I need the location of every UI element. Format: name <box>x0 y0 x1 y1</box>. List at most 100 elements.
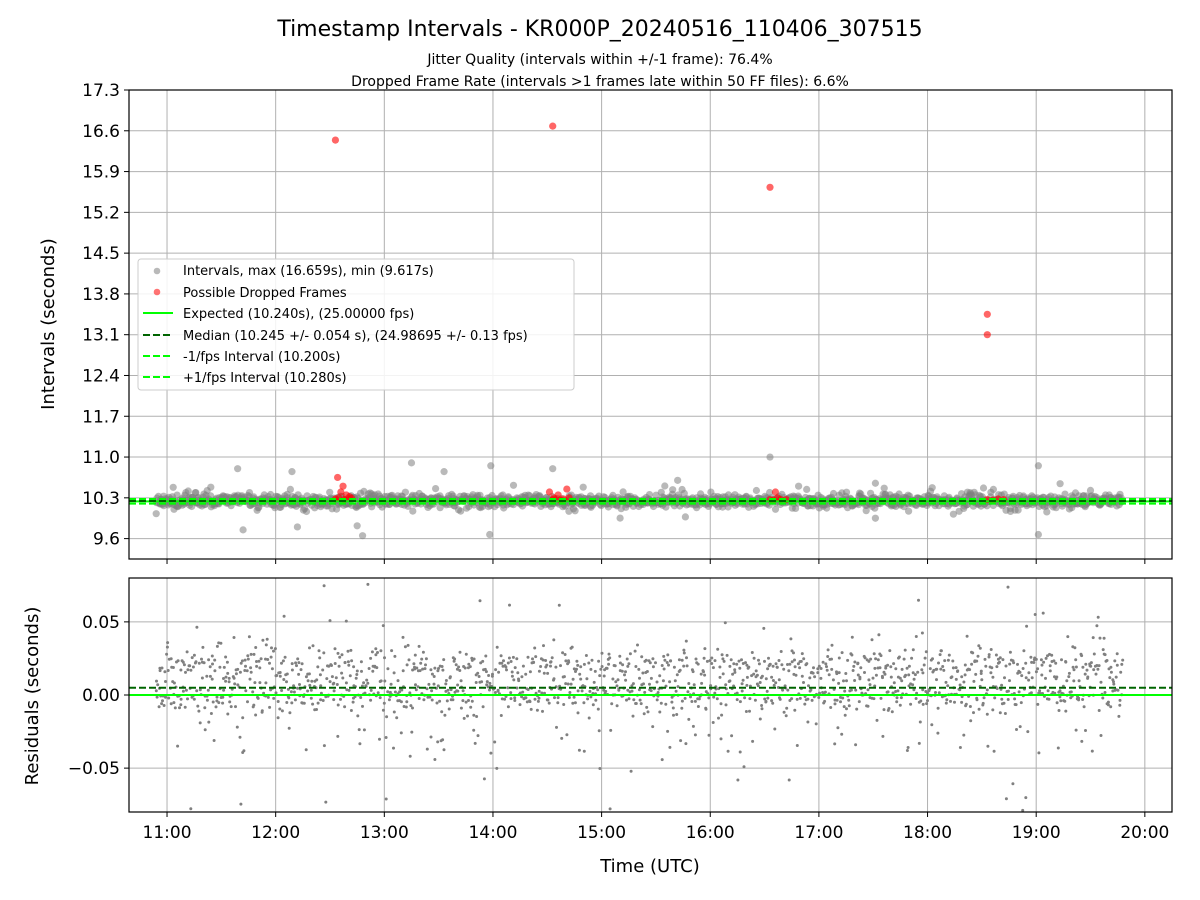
residual-point <box>817 696 821 699</box>
residual-point <box>1064 660 1068 664</box>
residual-point <box>992 749 996 753</box>
residual-point <box>771 664 775 668</box>
residual-point <box>304 748 308 752</box>
residual-point <box>670 700 674 704</box>
legend: Intervals, max (16.659s), min (9.617s) P… <box>137 258 575 391</box>
residual-point <box>369 698 373 702</box>
residual-point <box>433 666 437 670</box>
residual-point <box>292 690 296 694</box>
residual-point <box>983 657 987 661</box>
interval-point <box>803 485 811 493</box>
residual-point <box>634 665 638 668</box>
residual-point <box>332 681 336 685</box>
residual-point <box>596 688 600 692</box>
residual-point <box>798 696 802 700</box>
residual-point <box>457 665 461 669</box>
residual-point <box>506 686 510 690</box>
residual-point <box>794 673 798 677</box>
residual-point <box>732 662 736 666</box>
residual-point <box>203 728 207 732</box>
residual-point <box>429 668 433 672</box>
residual-point <box>1064 709 1068 713</box>
residual-point <box>687 682 691 685</box>
residual-point <box>874 657 878 661</box>
residual-point <box>192 697 196 701</box>
residual-point <box>248 677 252 681</box>
residual-point <box>922 663 926 667</box>
residual-point <box>582 749 586 753</box>
residual-point <box>1102 636 1106 640</box>
residual-point <box>1015 728 1018 731</box>
chart-title: Timestamp Intervals - KR000P_20240516_11… <box>276 17 922 42</box>
residual-point <box>854 743 858 747</box>
residual-point <box>859 666 863 670</box>
residual-point <box>176 659 180 663</box>
residual-point <box>404 705 408 709</box>
residual-point <box>228 700 232 704</box>
residual-point <box>704 706 708 710</box>
residual-point <box>1055 701 1059 705</box>
residual-point <box>488 681 492 685</box>
residual-point <box>500 661 504 665</box>
residual-point <box>1091 636 1095 640</box>
residual-point <box>496 689 500 693</box>
residual-point <box>562 675 566 679</box>
residual-point <box>387 698 391 702</box>
residual-point <box>787 778 791 782</box>
interval-point <box>669 486 677 494</box>
residual-point <box>1006 689 1010 693</box>
residual-point <box>611 677 615 681</box>
residual-point <box>310 679 314 683</box>
residual-point <box>636 643 639 647</box>
interval-point <box>326 488 334 496</box>
residual-point <box>883 672 887 676</box>
residual-point <box>898 703 902 707</box>
residual-point <box>173 706 177 710</box>
residual-point <box>575 667 578 671</box>
interval-point <box>509 481 518 489</box>
residual-point <box>745 683 749 687</box>
residual-point <box>543 691 546 695</box>
residual-point <box>1060 658 1063 662</box>
residual-point <box>998 660 1001 664</box>
x-tick-label: 14:00 <box>468 823 517 843</box>
residual-point <box>181 660 185 664</box>
residual-point <box>295 664 298 668</box>
residual-point <box>682 664 686 668</box>
residual-point <box>738 700 742 704</box>
residual-point <box>302 701 306 705</box>
residual-point <box>510 674 514 678</box>
residual-point <box>720 653 724 657</box>
residual-point <box>806 697 810 701</box>
residual-point <box>506 705 510 709</box>
interval-point <box>184 487 192 495</box>
residual-point <box>939 667 943 671</box>
residual-point <box>708 659 712 663</box>
residual-point <box>322 584 326 588</box>
residual-point <box>833 702 837 706</box>
residual-point <box>1103 691 1107 694</box>
residual-point <box>500 697 504 701</box>
residual-point <box>897 655 901 659</box>
residual-point <box>777 678 781 682</box>
residual-point <box>602 674 606 678</box>
residual-point <box>186 668 190 672</box>
residual-point <box>979 669 983 673</box>
residual-point <box>234 705 237 709</box>
residual-point <box>208 665 212 669</box>
residual-point <box>651 725 655 729</box>
residual-point <box>790 660 794 664</box>
residual-point <box>184 670 187 674</box>
interval-point <box>239 526 247 534</box>
top-y-tick-label: 11.7 <box>82 407 120 427</box>
residual-point <box>347 688 351 692</box>
residual-point <box>436 740 440 744</box>
residual-point <box>444 679 448 682</box>
residual-point <box>1117 714 1121 718</box>
residual-point <box>203 706 207 710</box>
residual-point <box>1112 680 1115 684</box>
residual-point <box>249 666 253 670</box>
residual-point <box>343 661 347 665</box>
residual-point <box>1067 671 1071 675</box>
residual-point <box>888 649 892 653</box>
